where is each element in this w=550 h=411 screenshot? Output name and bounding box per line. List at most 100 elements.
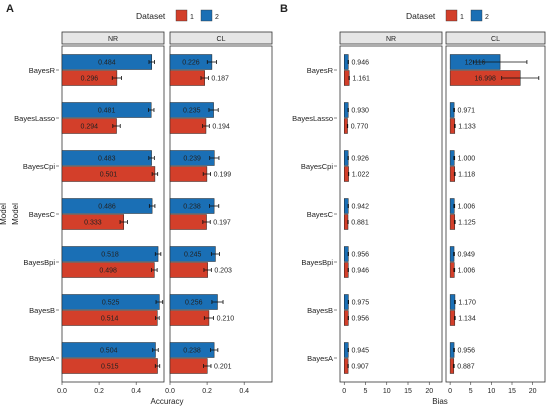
data-label: 1.000 bbox=[458, 156, 476, 163]
category-label: BayesR bbox=[307, 66, 334, 75]
legend-label-2: 2 bbox=[485, 14, 489, 21]
panel-letter: A bbox=[6, 3, 14, 15]
data-label: 0.881 bbox=[351, 220, 369, 227]
facet-strip-label: CL bbox=[491, 36, 500, 43]
data-label: 0.294 bbox=[80, 124, 98, 131]
bar-dataset-1 bbox=[169, 70, 205, 86]
data-label: 0.296 bbox=[81, 76, 99, 83]
bar-dataset-1 bbox=[169, 214, 207, 230]
facet-panel bbox=[339, 45, 443, 383]
data-label: 16.998 bbox=[474, 76, 496, 83]
category-label: BayesB bbox=[307, 306, 333, 315]
panel-letter: B bbox=[280, 3, 288, 15]
bar-dataset-1 bbox=[344, 166, 349, 182]
category-label: BayesA bbox=[307, 354, 333, 363]
legend-title: Dataset bbox=[136, 11, 166, 21]
x-tick-label: 5 bbox=[364, 388, 368, 395]
legend-swatch-1 bbox=[175, 9, 188, 22]
facet-nr: NR 0.946 1.161 0.930 0.770 0.926 1.022 0.942 0.8… bbox=[339, 31, 443, 395]
bar-dataset-2 bbox=[344, 294, 349, 310]
data-label: 0.945 bbox=[351, 348, 369, 355]
x-axis-label: Bias bbox=[432, 397, 448, 406]
facet-nr: NR 0.484 0.296 0.481 0.294 0.483 0.501 0.486 0.3… bbox=[57, 31, 165, 395]
data-label: 0.515 bbox=[101, 364, 119, 371]
data-label: 0.226 bbox=[182, 60, 200, 67]
legend-swatch-2 bbox=[470, 9, 483, 22]
bar-dataset-1 bbox=[169, 118, 207, 134]
data-label: 0.946 bbox=[351, 60, 369, 67]
x-tick-label: 0 bbox=[342, 388, 346, 395]
facet-cl: CL 0.226 0.187 0.235 0.194 0.239 0.199 0.238 0.1… bbox=[165, 31, 273, 395]
chart-panel-a: A Dataset 1 2 Model BayesR BayesLasso BayesCpi B… bbox=[6, 3, 273, 406]
data-label: 0.238 bbox=[183, 204, 201, 211]
x-tick-label: 20 bbox=[425, 388, 433, 395]
x-tick-label: 10 bbox=[487, 388, 495, 395]
facet-panel bbox=[445, 45, 546, 383]
data-label: 0.971 bbox=[458, 108, 476, 115]
data-label: 1.006 bbox=[458, 204, 476, 211]
data-label: 0.975 bbox=[352, 300, 370, 307]
bar-dataset-1 bbox=[344, 70, 350, 86]
category-label: BayesC bbox=[29, 210, 56, 219]
bar-dataset-1 bbox=[169, 166, 208, 182]
data-label: 0.518 bbox=[101, 252, 119, 259]
x-tick-label: 0.2 bbox=[94, 388, 104, 395]
data-label: 0.187 bbox=[211, 76, 229, 83]
data-label: 0.210 bbox=[217, 316, 235, 323]
data-label: 0.907 bbox=[351, 364, 369, 371]
data-label: 0.333 bbox=[84, 220, 102, 227]
data-label: 0.514 bbox=[101, 316, 119, 323]
legend-swatch-2 bbox=[200, 9, 213, 22]
facet-panel bbox=[61, 45, 165, 383]
legend-label-1: 1 bbox=[460, 14, 464, 21]
x-tick-label: 15 bbox=[404, 388, 412, 395]
x-tick-label: 0.0 bbox=[57, 388, 67, 395]
category-label: BayesCpi bbox=[301, 162, 333, 171]
category-label: BayesBpi bbox=[301, 258, 333, 267]
data-label: 0.245 bbox=[184, 252, 202, 259]
data-label: 1.161 bbox=[352, 76, 370, 83]
y-axis-label: Model bbox=[0, 203, 8, 225]
data-label: 0.504 bbox=[100, 348, 118, 355]
x-tick-label: 10 bbox=[383, 388, 391, 395]
facet-panel bbox=[169, 45, 273, 383]
data-label: 0.194 bbox=[212, 124, 230, 131]
facet-strip-label: CL bbox=[217, 36, 226, 43]
facet-strip bbox=[169, 31, 273, 45]
facet-strip bbox=[445, 31, 546, 45]
facet-strip bbox=[61, 31, 165, 45]
facet-cl: CL 12.116 16.998 0.971 1.133 1.000 1.118 1.006 1… bbox=[445, 31, 546, 395]
data-label: 0.256 bbox=[185, 300, 203, 307]
data-label: 1.006 bbox=[458, 268, 476, 275]
data-label: 0.926 bbox=[351, 156, 369, 163]
category-label: BayesCpi bbox=[23, 162, 55, 171]
legend-swatch-1 bbox=[445, 9, 458, 22]
legend: Dataset 1 2 bbox=[136, 9, 219, 22]
legend-label-2: 2 bbox=[215, 14, 219, 21]
x-tick-label: 20 bbox=[529, 388, 537, 395]
category-label: BayesBpi bbox=[23, 258, 55, 267]
data-label: 0.486 bbox=[98, 204, 116, 211]
category-label: BayesLasso bbox=[292, 114, 333, 123]
data-label: 1.170 bbox=[458, 300, 476, 307]
category-label: BayesA bbox=[29, 354, 55, 363]
category-label: BayesR bbox=[29, 66, 56, 75]
x-tick-label: 15 bbox=[508, 388, 516, 395]
bar-dataset-1 bbox=[169, 310, 210, 326]
data-label: 0.770 bbox=[351, 124, 369, 131]
data-label: 1.022 bbox=[352, 172, 370, 179]
facet-strip-label: NR bbox=[108, 36, 118, 43]
x-tick-label: 5 bbox=[469, 388, 473, 395]
data-label: 0.956 bbox=[352, 252, 370, 259]
data-label: 1.118 bbox=[458, 172, 475, 179]
x-tick-label: 0.0 bbox=[165, 388, 175, 395]
legend-label-1: 1 bbox=[190, 14, 194, 21]
x-tick-label: 0.4 bbox=[239, 388, 249, 395]
data-label: 0.238 bbox=[183, 348, 201, 355]
data-label: 0.946 bbox=[351, 268, 369, 275]
bar-dataset-1 bbox=[169, 358, 208, 374]
data-label: 0.484 bbox=[98, 60, 116, 67]
data-label: 0.498 bbox=[99, 268, 117, 275]
category-label: BayesC bbox=[307, 210, 334, 219]
